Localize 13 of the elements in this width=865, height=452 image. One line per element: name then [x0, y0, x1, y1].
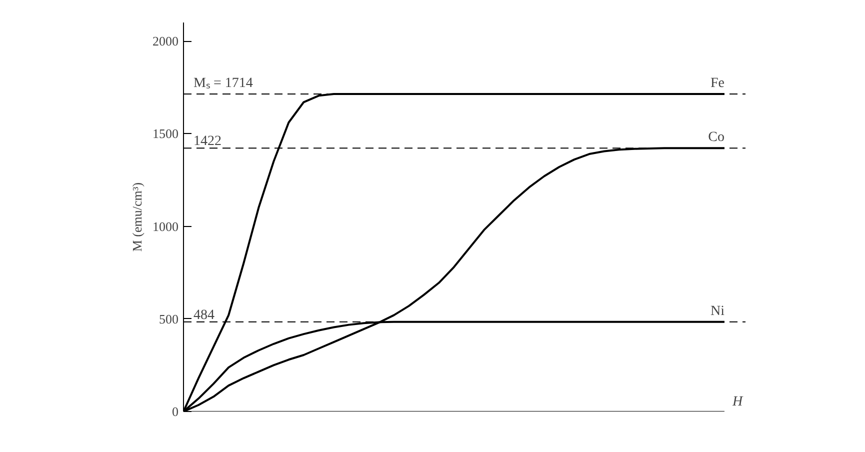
- ref-line-label: 1422: [194, 134, 222, 150]
- y-tick-label: 1000: [152, 218, 178, 234]
- y-tick-label: 500: [159, 311, 178, 326]
- series-label: Co: [708, 130, 724, 146]
- y-axis-title: M (emu/cm³): [130, 182, 144, 252]
- y-tick-label: 2000: [152, 34, 178, 49]
- series-label: Ni: [710, 304, 725, 319]
- ref-line-label: 484: [194, 308, 214, 323]
- y-tick-label: 0: [172, 404, 178, 419]
- ref-line-label: Mₛ = 1714: [194, 76, 253, 91]
- x-axis-title: H: [731, 394, 744, 410]
- y-tick-label: 1500: [152, 126, 178, 142]
- series-label: Fe: [710, 76, 724, 91]
